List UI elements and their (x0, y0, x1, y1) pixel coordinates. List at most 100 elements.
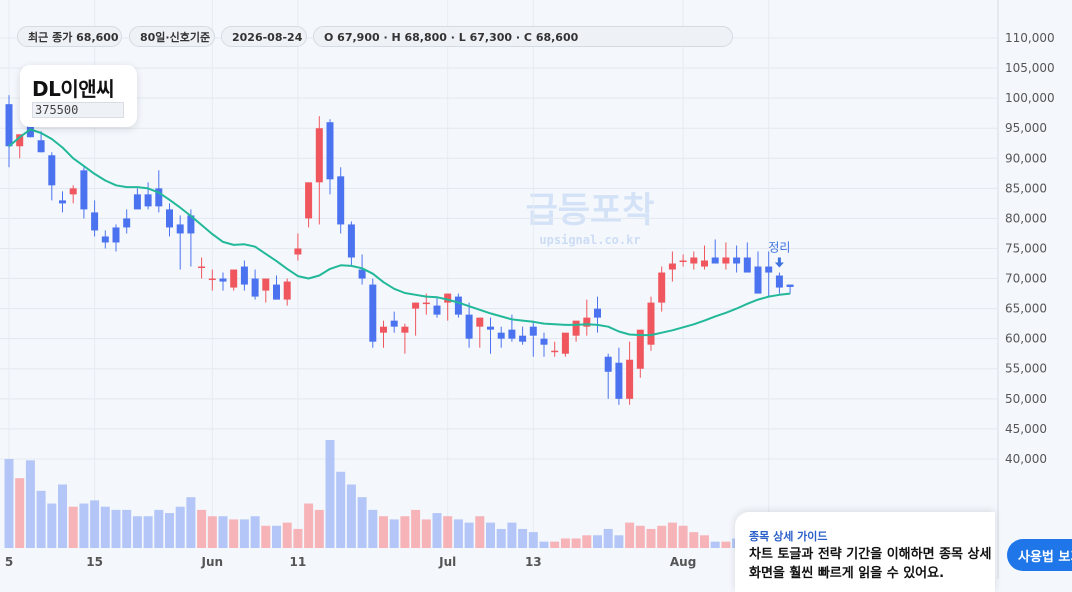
usage-guide-button[interactable]: 사용법 보기 (1007, 539, 1072, 571)
candle-body (561, 332, 569, 354)
volume-bar (175, 506, 185, 548)
x-tick-label: 13 (525, 555, 542, 569)
candle-body (59, 200, 66, 204)
candle-body (497, 332, 505, 339)
volume-bar (486, 522, 495, 548)
candle-body (679, 260, 687, 263)
candle-body (775, 275, 783, 288)
candle-body (401, 326, 409, 333)
candle-body (594, 308, 601, 318)
x-tick-label: 5 (5, 555, 13, 569)
volume-bar (197, 509, 207, 548)
candle-body (647, 302, 655, 345)
candle-body (765, 266, 773, 273)
candle-body (786, 284, 794, 287)
close-price-chip: 최근 종가 68,600 (17, 26, 122, 47)
candle-body (668, 263, 676, 270)
candle-body (529, 326, 537, 336)
candle-body (454, 296, 462, 315)
candle-body (176, 224, 184, 234)
volume-bar (229, 519, 239, 548)
volume-bar (36, 490, 46, 548)
candle-body (240, 266, 248, 285)
y-tick-label: 65,000 (1005, 302, 1047, 316)
volume-bar (432, 513, 442, 548)
candle-body (551, 350, 559, 353)
candle-body (465, 314, 473, 339)
y-tick-label: 95,000 (1005, 121, 1047, 135)
volume-bar (400, 516, 410, 548)
candle-body (251, 278, 259, 297)
price-chart[interactable]: 급등포착 upsignal.co.kr 40,00045,00050,00055… (0, 0, 1072, 579)
volume-bar (282, 522, 292, 548)
x-tick-label: 11 (290, 555, 307, 569)
volume-bar (100, 506, 110, 548)
candle-body (722, 257, 730, 264)
volume-bar (560, 538, 570, 548)
candle-body (101, 236, 109, 243)
volume-bar (379, 516, 388, 548)
volume-bar (518, 528, 528, 548)
candle-body (369, 284, 377, 342)
volume-bar (539, 541, 549, 548)
watermark-title: 급등포착 (526, 191, 655, 231)
candle-body (733, 257, 741, 264)
volume-bar (721, 541, 731, 548)
y-tick-label: 85,000 (1005, 181, 1047, 195)
candle-body (123, 218, 131, 228)
volume-bar (646, 528, 656, 548)
candle-body (37, 140, 45, 153)
volume-bar (143, 516, 153, 548)
volume-bar (304, 503, 314, 548)
chart-background (0, 0, 1072, 579)
volume-bar (346, 484, 356, 548)
candle-body (91, 212, 99, 231)
candle-body (754, 266, 762, 294)
candle-body (155, 188, 163, 207)
candle-body (519, 335, 527, 342)
volume-bar (411, 509, 421, 548)
volume-bar (15, 478, 25, 548)
period-chip[interactable]: 80일·신호기준 (129, 26, 215, 47)
candle-body (48, 155, 56, 186)
candle-body (636, 329, 644, 369)
candle-body (358, 269, 366, 279)
volume-bar (186, 497, 196, 548)
volume-bar (496, 528, 506, 548)
guide-body: 차트 토글과 전략 기간을 이해하면 종목 상세 화면을 훨씬 빠르게 읽을 수… (749, 547, 992, 581)
y-tick-label: 60,000 (1005, 332, 1047, 346)
volume-bar (464, 522, 474, 548)
candle-body (658, 272, 666, 303)
candle-body (69, 188, 77, 195)
candle-body (476, 317, 484, 327)
y-tick-label: 90,000 (1005, 151, 1047, 165)
volume-bar (625, 522, 635, 548)
candle-body (444, 293, 452, 303)
candle-body (337, 176, 345, 225)
volume-bar (68, 506, 78, 548)
candle-body (262, 278, 270, 291)
volume-bar (58, 484, 67, 548)
volume-bar (678, 525, 688, 548)
volume-bar (453, 519, 463, 548)
candle-body (390, 320, 398, 327)
candle-body (208, 278, 216, 281)
volume-bar (90, 500, 100, 548)
candle-body (347, 224, 355, 258)
watermark-url: upsignal.co.kr (539, 233, 640, 247)
volume-bar (261, 525, 271, 548)
volume-bar (550, 541, 560, 548)
y-tick-label: 50,000 (1005, 392, 1047, 406)
x-tick-label: Aug (670, 555, 696, 569)
volume-bar (218, 516, 228, 548)
volume-bar (368, 509, 378, 548)
volume-bar (689, 532, 699, 548)
volume-bar (357, 497, 367, 548)
volume-bar (421, 519, 431, 548)
volume-bar (79, 503, 89, 548)
candle-body (711, 257, 719, 264)
volume-bar (272, 525, 281, 548)
candle-body (412, 302, 420, 309)
candle-body (294, 248, 302, 255)
volume-bar (667, 522, 677, 548)
